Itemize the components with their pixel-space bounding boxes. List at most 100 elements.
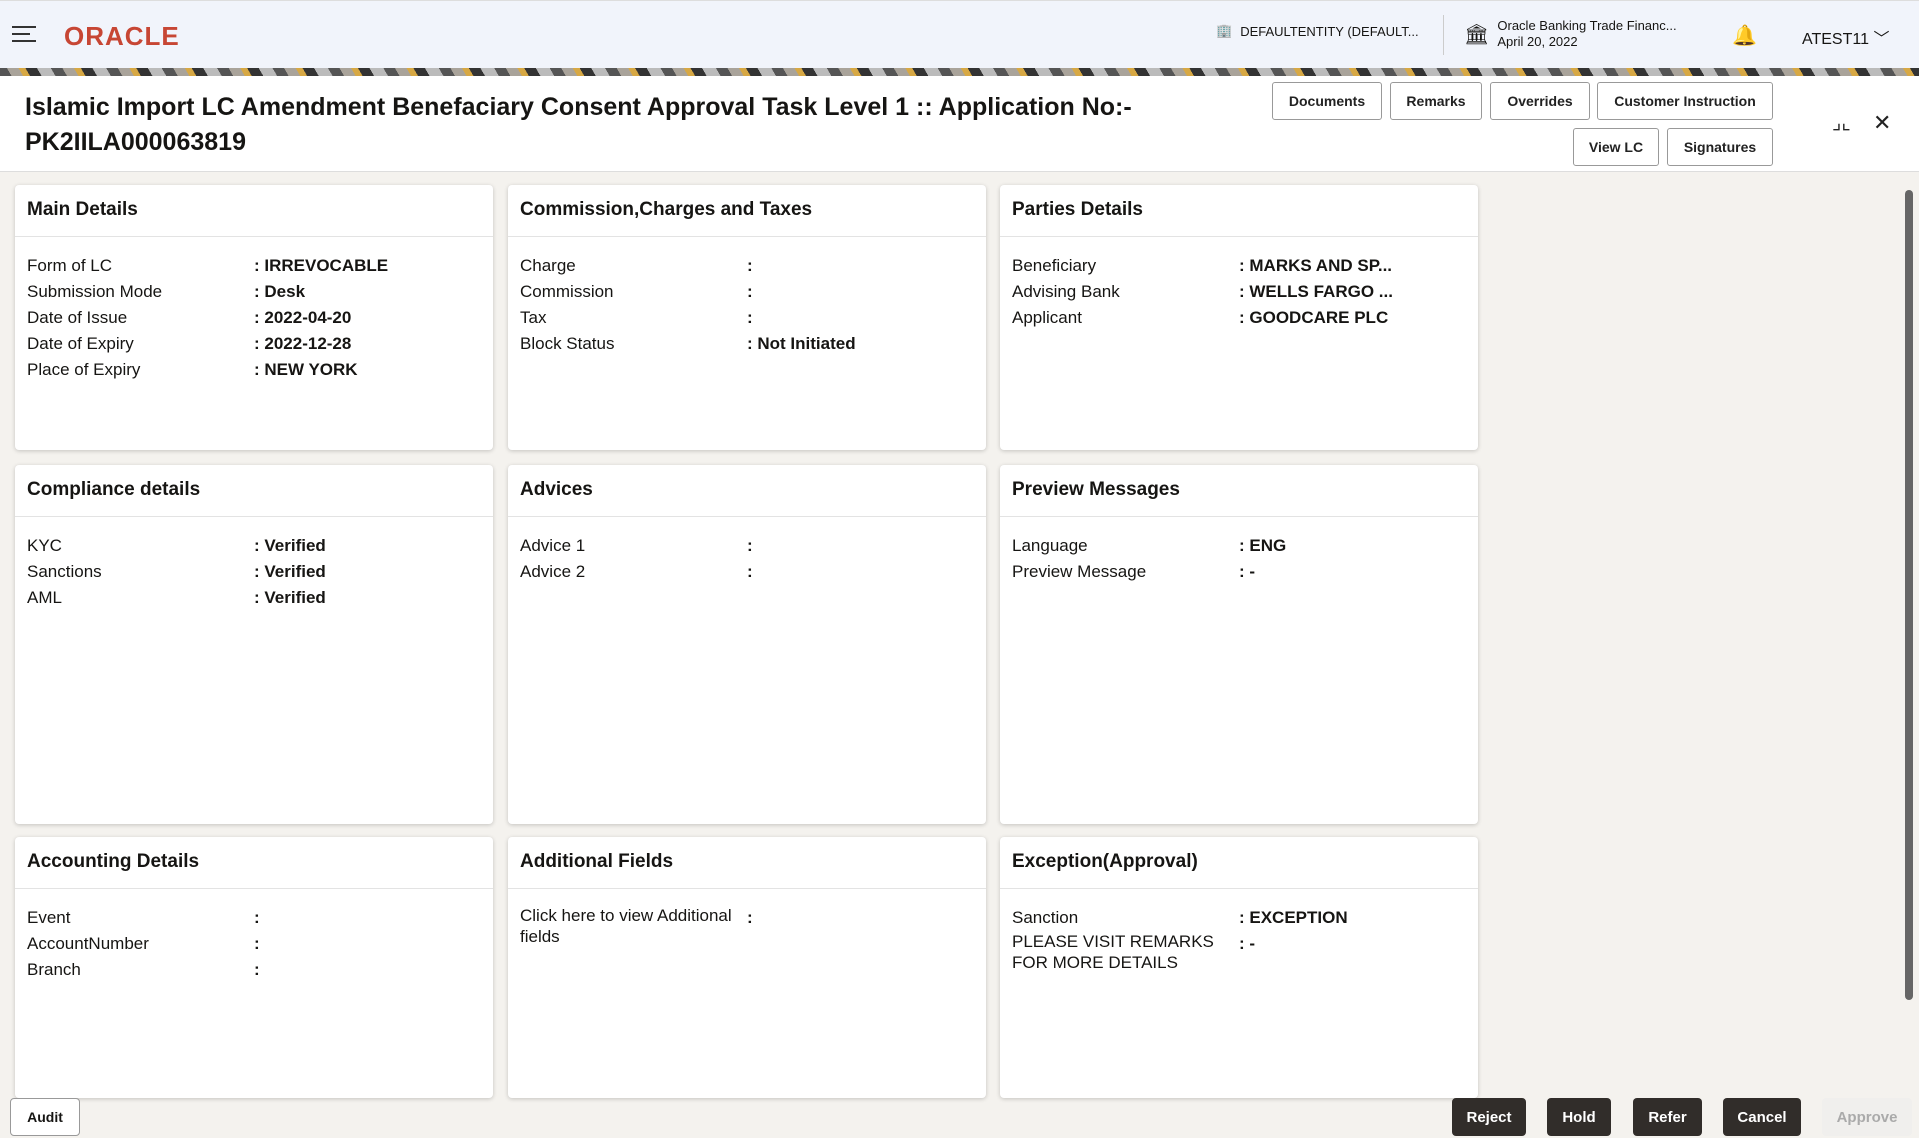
field-label[interactable]: Click here to view Additional fields: [520, 906, 732, 946]
field-label: Branch: [27, 960, 81, 979]
hamburger-menu-icon[interactable]: [12, 26, 36, 44]
field-label: Tax: [520, 308, 547, 327]
card-accounting-details: Accounting Details Event: AccountNumber: Br…: [15, 837, 493, 1098]
field-row: Form of LC: IRREVOCABLE: [27, 253, 481, 279]
field-label: Advice 1: [520, 536, 586, 555]
field-row: Language: ENG: [1012, 533, 1466, 559]
card-title: Additional Fields: [508, 837, 986, 889]
entity-label: DEFAULTENTITY (DEFAULT...: [1240, 23, 1419, 39]
user-name: ATEST11: [1802, 31, 1869, 48]
field-value: :: [747, 256, 753, 275]
field-label: PLEASE VISIT REMARKS FOR MORE DETAILS: [1012, 932, 1214, 972]
field-row: AccountNumber:: [27, 931, 481, 957]
field-row: Applicant : GOODCARE PLC: [1012, 305, 1466, 331]
field-value: : 2022-04-20: [254, 308, 352, 327]
documents-button[interactable]: Documents: [1272, 82, 1382, 120]
card-parties-details: Parties Details Beneficiary: MARKS AND SP…: [1000, 185, 1478, 450]
field-value: :: [747, 308, 753, 327]
field-value: : Not Initiated: [747, 334, 856, 353]
field-label: Language: [1012, 536, 1088, 555]
field-label: KYC: [27, 536, 62, 555]
field-label: AML: [27, 588, 62, 607]
field-value: :: [747, 536, 753, 555]
remarks-button[interactable]: Remarks: [1390, 82, 1482, 120]
field-value: : MARKS AND SP...: [1239, 256, 1393, 275]
bank-icon: 🏛: [1464, 23, 1490, 46]
hold-button[interactable]: Hold: [1547, 1098, 1611, 1136]
field-row: Event:: [27, 905, 481, 931]
card-compliance-details: Compliance details KYC: Verified Sanctions…: [15, 465, 493, 824]
bank-name: Oracle Banking Trade Financ...: [1497, 18, 1677, 33]
card-title: Compliance details: [15, 465, 493, 517]
field-row: Submission Mode: Desk: [27, 279, 481, 305]
title-panel: Islamic Import LC Amendment Benefaciary …: [0, 76, 1919, 172]
field-value: :: [254, 934, 260, 953]
divider: [1443, 15, 1444, 55]
refer-button[interactable]: Refer: [1633, 1098, 1702, 1136]
field-row: Advice 2:: [520, 559, 974, 585]
field-value: : GOODCARE PLC: [1239, 308, 1389, 327]
field-label: Sanctions: [27, 562, 102, 581]
approve-button[interactable]: Approve: [1822, 1098, 1912, 1136]
field-row: Date of Expiry : 2022-12-28: [27, 331, 481, 357]
field-value: :: [747, 908, 753, 927]
field-label: Commission: [520, 282, 614, 301]
signatures-button[interactable]: Signatures: [1667, 128, 1773, 166]
reject-button[interactable]: Reject: [1452, 1098, 1526, 1136]
field-value: :: [254, 908, 260, 927]
field-label: Preview Message: [1012, 562, 1147, 581]
field-row: AML: Verified: [27, 585, 481, 611]
field-row: Advising Bank: WELLS FARGO ...: [1012, 279, 1466, 305]
card-preview-messages: Preview Messages Language: ENG Preview Mes…: [1000, 465, 1478, 824]
field-label: Applicant: [1012, 308, 1082, 327]
field-row: Sanction : EXCEPTION: [1012, 905, 1466, 931]
card-main-details: Main Details Form of LC: IRREVOCABLE Submi…: [15, 185, 493, 450]
field-row: Advice 1:: [520, 533, 974, 559]
field-value: : Verified: [254, 536, 326, 555]
card-title: Preview Messages: [1000, 465, 1478, 517]
field-label: Date of Expiry: [27, 334, 134, 353]
minimize-icon[interactable]: ⌟⌞: [1832, 112, 1851, 134]
field-value: : 2022-12-28: [254, 334, 352, 353]
field-value: : EXCEPTION: [1239, 908, 1348, 927]
field-label: Sanction: [1012, 908, 1079, 927]
field-row: Commission:: [520, 279, 974, 305]
scrollbar[interactable]: [1905, 190, 1913, 1000]
card-additional-fields: Additional Fields Click here to view Addi…: [508, 837, 986, 1098]
notification-bell-icon[interactable]: 🔔: [1732, 25, 1757, 47]
field-label: Beneficiary: [1012, 256, 1097, 275]
card-title: Advices: [508, 465, 986, 517]
card-exception-approval-: Exception(Approval) Sanction: EXCEPTION PL…: [1000, 837, 1478, 1098]
banner-strip: [0, 68, 1919, 76]
view-lc-button[interactable]: View LC: [1573, 128, 1659, 166]
user-menu[interactable]: ATEST11 ﹀: [1802, 25, 1889, 49]
card-title: Commission,Charges and Taxes: [508, 185, 986, 237]
customer-instruction-button[interactable]: Customer Instruction: [1597, 82, 1773, 120]
field-label: Place of Expiry: [27, 360, 141, 379]
overrides-button[interactable]: Overrides: [1490, 82, 1590, 120]
field-row[interactable]: Click here to view Additional fields:: [520, 905, 974, 947]
field-value: : IRREVOCABLE: [254, 256, 389, 275]
field-label: AccountNumber: [27, 934, 149, 953]
audit-button[interactable]: Audit: [10, 1098, 80, 1136]
field-value: :: [747, 282, 753, 301]
field-label: Charge: [520, 256, 576, 275]
field-row: Sanctions : Verified: [27, 559, 481, 585]
field-label: Event: [27, 908, 71, 927]
branch-info[interactable]: 🏛 Oracle Banking Trade Financ... April 20,…: [1464, 18, 1677, 50]
chevron-down-icon: ﹀: [1873, 31, 1890, 48]
field-row: KYC : Verified: [27, 533, 481, 559]
card-title: Accounting Details: [15, 837, 493, 889]
field-row: Preview Message: -: [1012, 559, 1466, 585]
card-title: Main Details: [15, 185, 493, 237]
field-row: Tax:: [520, 305, 974, 331]
close-icon[interactable]: ✕: [1873, 110, 1892, 135]
cancel-button[interactable]: Cancel: [1723, 1098, 1801, 1136]
field-value: : Verified: [254, 562, 326, 581]
field-row: Block Status: Not Initiated: [520, 331, 974, 357]
business-date: April 20, 2022: [1497, 34, 1578, 49]
field-label: Date of Issue: [27, 308, 128, 327]
field-value: :: [747, 562, 753, 581]
entity-selector[interactable]: 🏢 DEFAULTENTITY (DEFAULT...: [1216, 23, 1419, 39]
page-title: Islamic Import LC Amendment Benefaciary …: [25, 93, 1132, 156]
